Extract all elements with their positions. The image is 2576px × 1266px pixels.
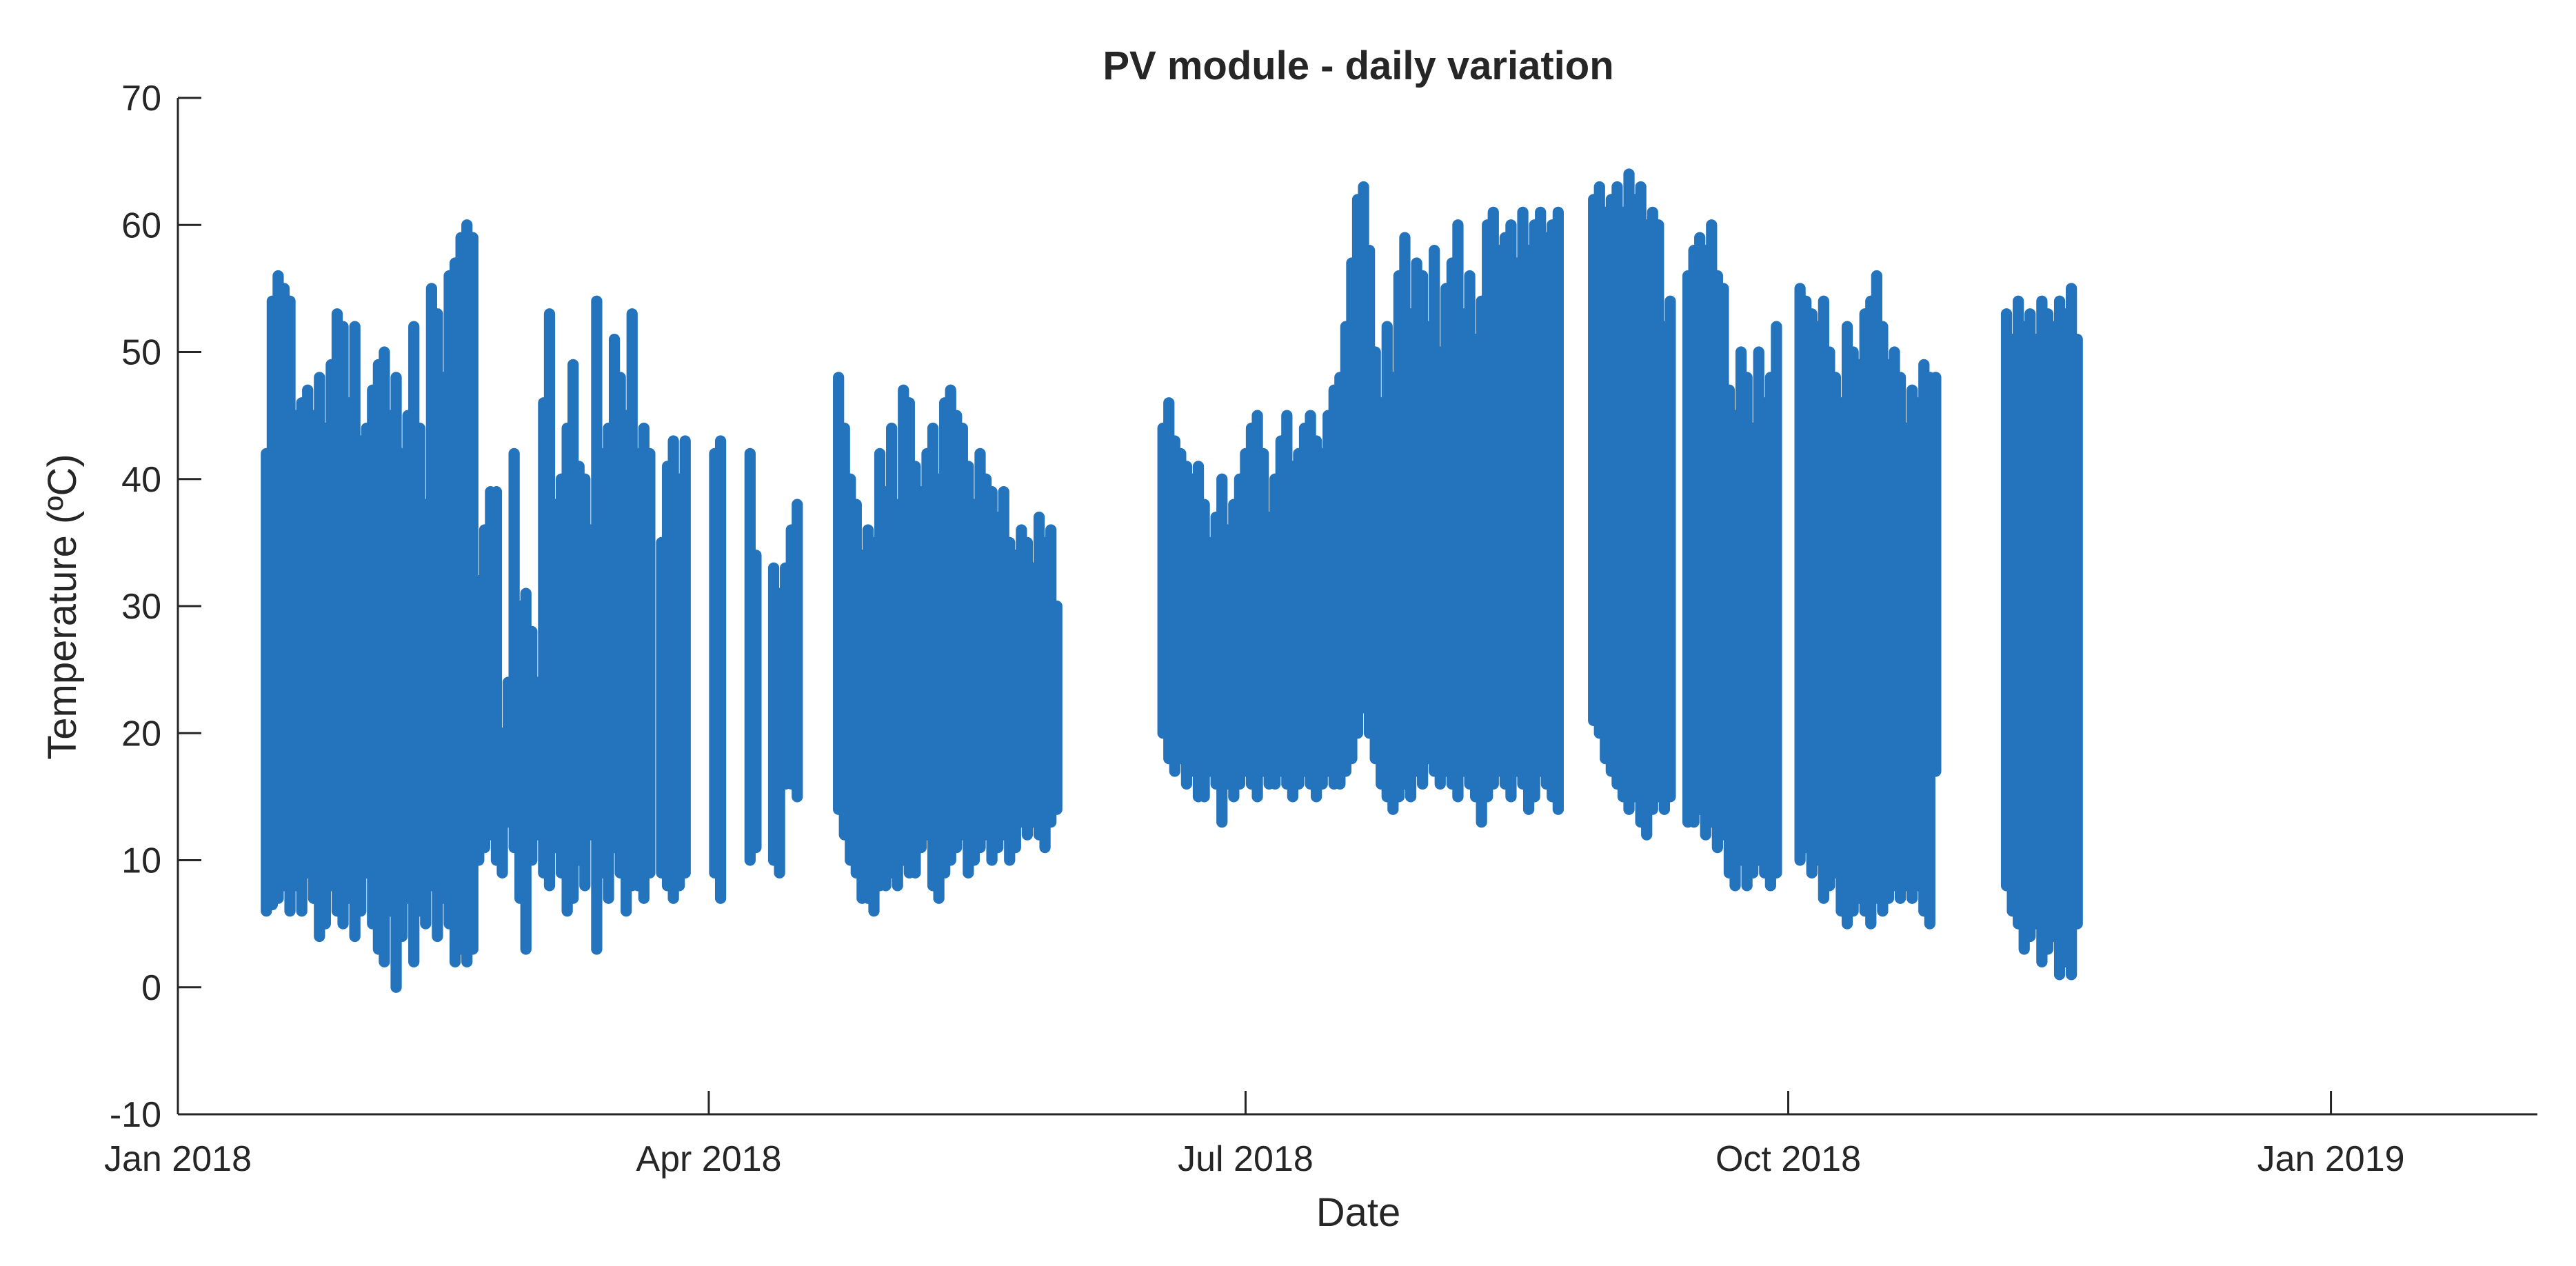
- y-tick-label: 10: [121, 841, 161, 881]
- x-tick-label: Jan 2019: [2257, 1139, 2405, 1179]
- x-axis-ticks: Jan 2018 Apr 2018 Jul 2018 Oct 2018 Jan 2019: [104, 1091, 2405, 1179]
- x-tick-label: Oct 2018: [1715, 1139, 1861, 1179]
- y-tick-label: 0: [141, 968, 161, 1008]
- x-tick-label: Jan 2018: [104, 1139, 252, 1179]
- y-tick-label: 30: [121, 587, 161, 627]
- x-tick-label: Apr 2018: [636, 1139, 781, 1179]
- y-axis-ticks: -10 0 10 20 30 40 50 60 70: [110, 79, 201, 1135]
- x-axis-label: Date: [1316, 1190, 1401, 1235]
- y-tick-label: 60: [121, 205, 161, 245]
- x-tick-label: Jul 2018: [1178, 1139, 1314, 1179]
- y-axis-label: Temperature (ºC): [40, 454, 85, 759]
- data-series: [261, 168, 2083, 993]
- y-tick-label: 70: [121, 79, 161, 119]
- chart-title: PV module - daily variation: [1103, 43, 1613, 88]
- y-tick-label: 20: [121, 714, 161, 754]
- y-tick-label: 40: [121, 460, 161, 500]
- y-tick-label: 50: [121, 333, 161, 373]
- y-tick-label: -10: [110, 1095, 161, 1135]
